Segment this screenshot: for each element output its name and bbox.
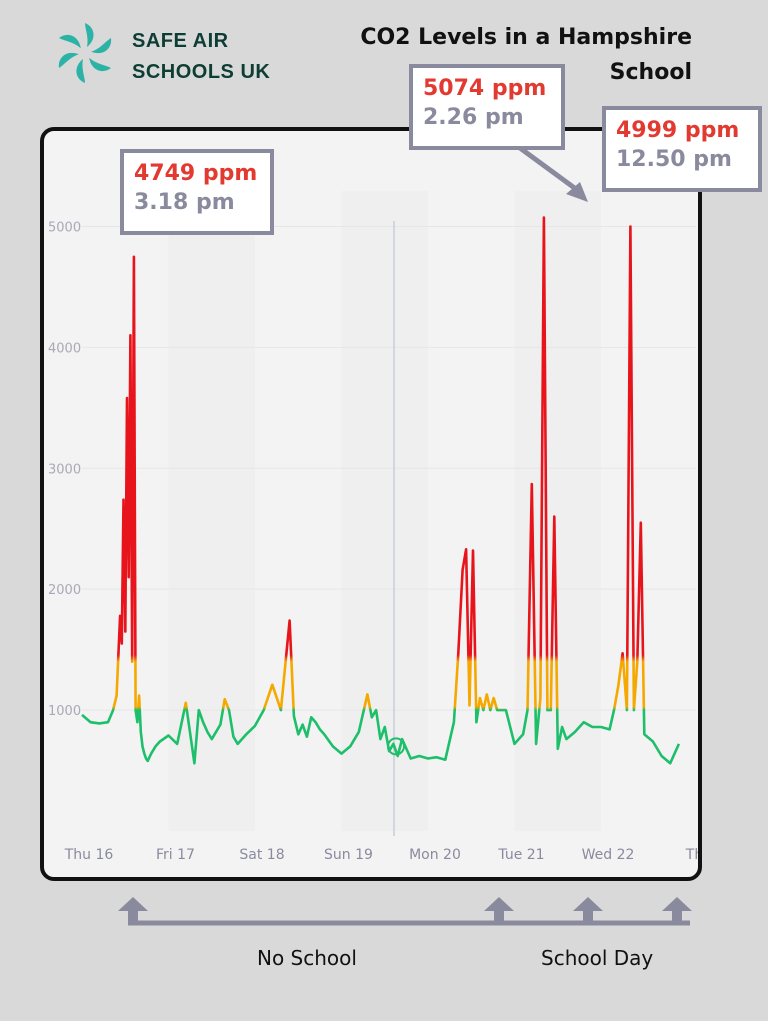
up-arrow-icon — [662, 897, 692, 925]
up-arrow-icon — [573, 897, 603, 925]
x-tick-label: Fri 17 — [156, 847, 195, 863]
day-markers — [118, 897, 692, 926]
y-tick-label: 5000 — [48, 220, 81, 235]
x-tick-label: Sat 18 — [239, 847, 284, 863]
hover-point-marker — [387, 737, 405, 756]
school-day-label: School Day — [541, 946, 654, 970]
page-title: CO2 Levels in a Hampshire School — [332, 20, 692, 90]
x-tick-label: Thu 16 — [64, 847, 114, 863]
brand-line-2: SCHOOLS UK — [132, 61, 271, 83]
callout-time: 12.50 pm — [616, 147, 732, 172]
leaf-swirl-icon — [58, 23, 112, 83]
callout-time: 3.18 pm — [134, 190, 235, 215]
x-tick-label: Mon 20 — [409, 847, 461, 863]
title-line-1: CO2 Levels in a Hampshire — [360, 25, 692, 50]
no-school-label: No School — [257, 946, 357, 970]
callout-value: 4999 ppm — [616, 118, 740, 143]
y-tick-label: 3000 — [48, 462, 81, 477]
title-line-2: School — [609, 60, 692, 85]
x-tick-label: Tue 21 — [497, 847, 544, 863]
brand-line-1: SAFE AIR — [132, 30, 229, 52]
x-tick-label: Th — [685, 847, 698, 863]
up-arrow-icon — [484, 897, 514, 925]
callout-peak-1: 4749 ppm 3.18 pm — [120, 149, 274, 235]
co2-line-chart: 1000 2000 3000 4000 5000 Thu 16 Fri 17 Sat 18 Su… — [48, 191, 698, 863]
callout-time: 2.26 pm — [423, 105, 524, 130]
co2-series-line — [81, 216, 681, 765]
callout-peak-3: 4999 ppm 12.50 pm — [602, 106, 762, 192]
callout-value: 4749 ppm — [134, 161, 258, 186]
day-band — [341, 191, 428, 831]
chart-frame: 1000 2000 3000 4000 5000 Thu 16 Fri 17 Sat 18 Su… — [40, 127, 702, 881]
up-arrow-icon — [118, 897, 148, 925]
brand-name: SAFE AIR SCHOOLS UK — [132, 26, 270, 88]
callout-peak-2: 5074 ppm 2.26 pm — [409, 64, 565, 150]
x-tick-label: Sun 19 — [324, 847, 373, 863]
y-tick-label: 4000 — [48, 341, 81, 356]
y-tick-label: 1000 — [48, 704, 81, 719]
y-tick-label: 2000 — [48, 583, 81, 598]
day-band — [168, 191, 255, 831]
callout-value: 5074 ppm — [423, 76, 547, 101]
brand-logo: SAFE AIR SCHOOLS UK — [52, 20, 292, 84]
x-tick-label: Wed 22 — [582, 847, 635, 863]
